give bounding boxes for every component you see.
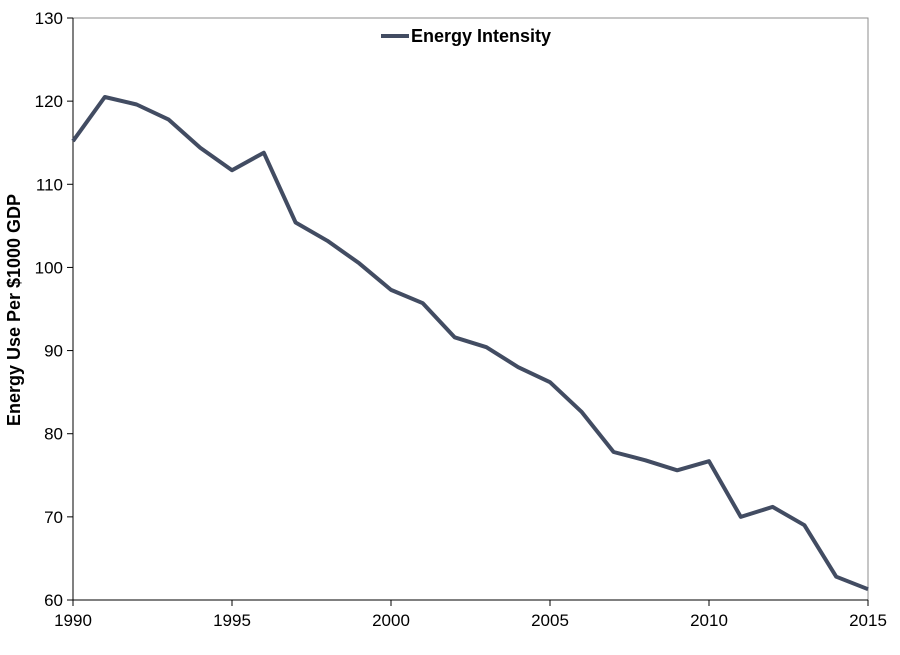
data-point [230, 168, 234, 172]
x-tick-label: 2015 [849, 611, 887, 630]
y-tick-label: 60 [44, 591, 63, 610]
y-tick-label: 80 [44, 425, 63, 444]
data-point [198, 146, 202, 150]
data-point [71, 139, 75, 143]
data-point [166, 117, 170, 121]
y-axis-title: Energy Use Per $1000 GDP [4, 194, 24, 426]
data-point [453, 335, 457, 339]
data-point [516, 365, 520, 369]
x-tick-label: 1990 [54, 611, 92, 630]
data-point [802, 523, 806, 527]
y-axis: 60 70 80 90 100 110 120 130 [35, 9, 74, 610]
series-line-energy-intensity [71, 95, 869, 592]
data-point [389, 288, 393, 292]
data-point [771, 505, 775, 509]
legend-label: Energy Intensity [411, 26, 551, 46]
data-point [262, 151, 266, 155]
data-point [103, 95, 107, 99]
x-tick-label: 2005 [531, 611, 569, 630]
data-point [325, 239, 329, 243]
data-point [294, 221, 298, 225]
y-tick-label: 90 [44, 342, 63, 361]
data-point [707, 459, 711, 463]
y-tick-label: 120 [35, 92, 63, 111]
x-tick-label: 1995 [213, 611, 251, 630]
data-point [612, 450, 616, 454]
y-tick-label: 100 [35, 258, 63, 277]
data-point [135, 102, 139, 106]
data-point [675, 468, 679, 472]
legend: Energy Intensity [381, 26, 551, 46]
x-axis: 1990 1995 2000 2005 2010 2015 [54, 599, 887, 630]
y-tick-label: 70 [44, 508, 63, 527]
data-point [580, 410, 584, 414]
data-point [834, 575, 838, 579]
data-point [866, 587, 870, 591]
x-tick-label: 2010 [690, 611, 728, 630]
data-point [484, 345, 488, 349]
series-layer [71, 95, 870, 592]
y-tick-label: 130 [35, 9, 63, 28]
y-tick-label: 110 [36, 175, 63, 194]
data-point [643, 458, 647, 462]
data-point [739, 515, 743, 519]
data-point [357, 261, 361, 265]
data-point [548, 380, 552, 384]
x-tick-label: 2000 [372, 611, 410, 630]
data-point [421, 301, 425, 305]
